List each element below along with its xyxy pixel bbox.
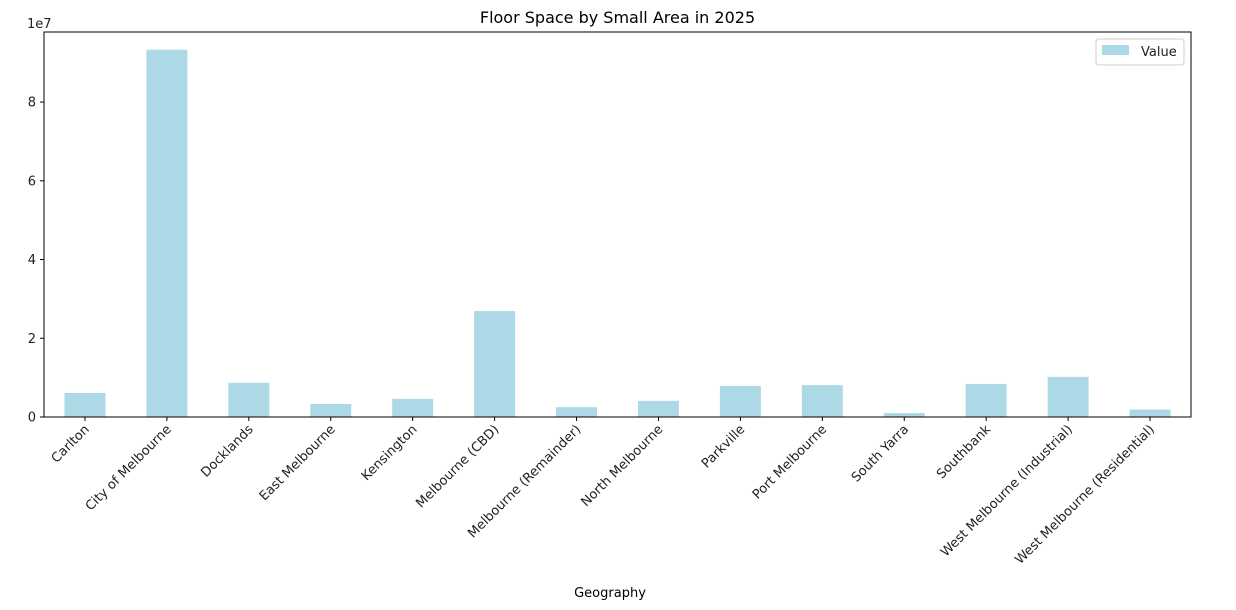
x-tick-label: Kensington xyxy=(359,422,421,484)
x-tick-label: Melbourne (CBD) xyxy=(413,422,502,511)
plot-frame xyxy=(43,31,1192,418)
bar xyxy=(719,385,761,417)
bar xyxy=(146,49,188,418)
legend-swatch xyxy=(1102,45,1129,55)
bar xyxy=(64,392,106,417)
y-tick-label: 6 xyxy=(28,174,36,189)
y-tick-label: 2 xyxy=(28,332,36,347)
bar xyxy=(1047,376,1089,417)
bar xyxy=(801,385,843,417)
bar xyxy=(392,398,434,417)
bar xyxy=(883,413,925,417)
bar xyxy=(556,407,598,417)
bar xyxy=(965,383,1007,417)
y-tick-label: 4 xyxy=(28,253,36,268)
bar xyxy=(310,404,352,417)
bar xyxy=(1129,409,1171,417)
x-tick-label: Port Melbourne xyxy=(750,422,830,502)
x-tick-label: West Melbourne (Residential) xyxy=(1012,422,1157,567)
x-tick-label: East Melbourne xyxy=(257,422,339,504)
x-tick-label: West Melbourne (Industrial) xyxy=(938,422,1076,560)
bar xyxy=(637,400,679,417)
bar xyxy=(228,382,270,417)
x-axis-label: Geography xyxy=(574,586,646,601)
y-tick-label: 8 xyxy=(28,96,36,111)
x-tick-label: Parkville xyxy=(699,422,748,471)
y-axis-offset-label: 1e7 xyxy=(27,17,52,32)
y-axis: 0 2 4 6 8 xyxy=(28,96,44,426)
x-tick-label: Docklands xyxy=(198,422,256,480)
y-tick-label: 0 xyxy=(28,411,36,426)
bars-group xyxy=(64,49,1171,418)
chart-title: Floor Space by Small Area in 2025 xyxy=(480,8,755,27)
legend-label: Value xyxy=(1141,45,1177,60)
x-tick-label: South Yarra xyxy=(849,422,912,485)
x-tick-label: Southbank xyxy=(934,422,994,482)
legend: Value xyxy=(1095,38,1185,66)
x-tick-label: Carlton xyxy=(49,422,93,466)
x-tick-label: City of Melbourne xyxy=(83,422,175,514)
bar xyxy=(474,311,516,417)
x-tick-label: North Melbourne xyxy=(579,422,667,510)
